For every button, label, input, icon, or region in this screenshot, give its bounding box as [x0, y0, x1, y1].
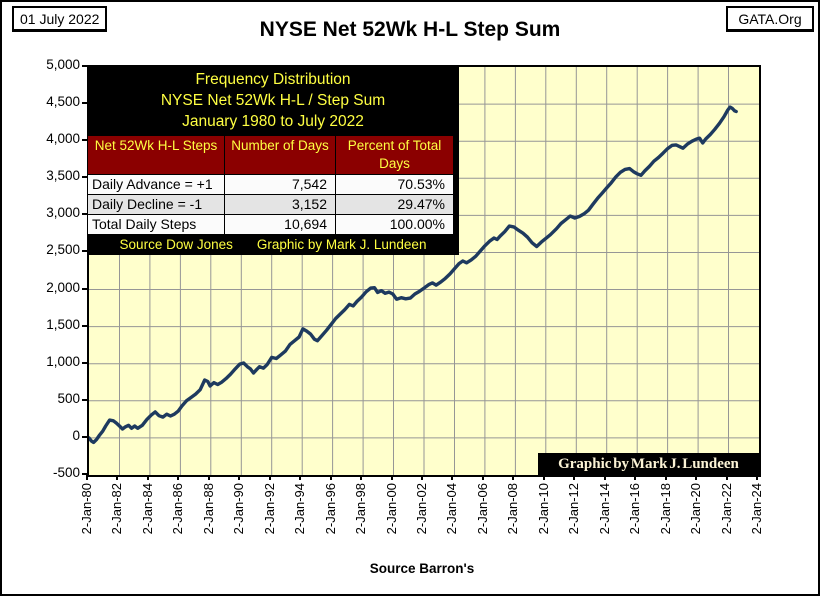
x-tick-label: 2-Jan-84: [139, 483, 155, 535]
y-tick-mark: [82, 65, 88, 67]
x-tick-label: 2-Jan-02: [414, 483, 429, 535]
panel-footer: Source Dow Jones Graphic by Mark J. Lund…: [87, 235, 459, 255]
x-tick-mark: [481, 475, 484, 480]
x-tick-mark: [695, 475, 698, 480]
x-tick-mark: [573, 475, 576, 480]
panel-footer-credit: Graphic by Mark J. Lundeen: [256, 237, 427, 252]
x-tick-mark: [86, 475, 88, 480]
y-tick-mark: [82, 213, 88, 216]
x-tick-label: 2-Jan-86: [170, 483, 186, 535]
column-header-steps: Net 52Wk H-L Steps: [88, 135, 225, 175]
panel-title-line-1: Frequency Distribution: [195, 71, 351, 88]
x-tick-label: 2-Jan-00: [383, 483, 399, 535]
watermark-graphic-credit: Graphic by Mark J. Lundeen: [538, 453, 759, 475]
column-header-percent: Percent of Total Days: [336, 135, 454, 175]
panel-title-line-2: NYSE Net 52Wk H-L / Step Sum: [160, 92, 386, 109]
y-tick-mark: [82, 361, 88, 364]
y-tick-mark: [82, 139, 88, 142]
x-tick-label: 2-Jan-22: [718, 483, 734, 535]
x-tick-label: 2-Jan-94: [292, 483, 308, 535]
x-tick-mark: [390, 475, 393, 480]
x-tick-mark: [512, 475, 515, 480]
y-tick-label: 0: [72, 427, 80, 443]
page-title: NYSE Net 52Wk H-L Step Sum: [259, 18, 561, 41]
y-tick-label: 3,000: [46, 205, 80, 221]
x-tick-label: 2-Jan-08: [505, 483, 521, 535]
x-tick-label: 2-Jan-12: [566, 483, 582, 535]
y-tick-label: -500: [52, 465, 80, 480]
table-row-total-percent: 100.00%: [336, 215, 454, 235]
x-tick-label: 2-Jan-92: [261, 483, 277, 535]
x-tick-mark: [329, 475, 332, 480]
y-tick-mark: [82, 176, 88, 179]
panel-footer-source: Source Dow Jones: [119, 237, 233, 252]
x-tick-mark: [603, 475, 606, 480]
y-tick-mark: [82, 287, 88, 290]
x-tick-mark: [146, 475, 149, 480]
date-box: 01 July 2022: [12, 6, 108, 32]
y-tick-mark: [82, 102, 88, 105]
x-tick-label: 2-Jan-18: [657, 483, 673, 535]
x-tick-label: 2-Jan-16: [627, 483, 643, 535]
x-tick-label: 2-Jan-20: [688, 483, 704, 535]
column-header-days: Number of Days: [225, 135, 336, 175]
source-label: Source Barron's: [369, 561, 475, 576]
y-tick-label: 2,000: [46, 279, 80, 295]
y-tick-label: 2,500: [46, 242, 80, 258]
x-tick-label: 2-Jan-96: [322, 483, 338, 535]
x-tick-label: 2-Jan-80: [79, 483, 94, 535]
table-row-decline-percent: 29.47%: [336, 195, 454, 215]
x-tick-mark: [542, 475, 545, 480]
gata-org-box: GATA.Org: [726, 6, 814, 32]
frequency-table: Net 52Wk H-L Steps Number of Days Percen…: [87, 135, 459, 235]
x-tick-label: 2-Jan-90: [231, 483, 247, 535]
x-tick-mark: [299, 475, 302, 480]
frequency-distribution-panel: Frequency Distribution NYSE Net 52Wk H-L…: [87, 65, 459, 255]
x-tick-mark: [268, 475, 271, 480]
y-tick-mark: [82, 398, 88, 401]
x-tick-mark: [756, 475, 758, 480]
y-tick-label: 1,500: [46, 316, 80, 332]
x-tick-mark: [664, 475, 667, 480]
y-tick-mark: [82, 473, 88, 475]
table-row-total-days: 10,694: [225, 215, 336, 235]
y-tick-label: 1,000: [46, 353, 80, 369]
panel-title-line-3: January 1980 to July 2022: [182, 113, 364, 130]
y-tick-label: 4,500: [46, 94, 80, 110]
x-tick-label: 2-Jan-88: [200, 483, 216, 535]
x-tick-mark: [207, 475, 210, 480]
table-row-decline-days: 3,152: [225, 195, 336, 215]
x-tick-label: 2-Jan-04: [444, 483, 460, 535]
x-tick-mark: [451, 475, 454, 480]
x-tick-label: 2-Jan-82: [109, 483, 125, 535]
x-tick-label: 2-Jan-10: [535, 483, 551, 535]
y-tick-label: 500: [57, 390, 80, 406]
x-tick-label: 2-Jan-14: [596, 483, 612, 535]
x-tick-mark: [238, 475, 241, 480]
x-tick-mark: [634, 475, 637, 480]
y-tick-mark: [82, 435, 88, 438]
y-tick-label: 3,500: [46, 168, 80, 184]
x-tick-mark: [177, 475, 180, 480]
table-row-advance-label: Daily Advance = +1: [88, 175, 225, 195]
table-row-decline-label: Daily Decline = -1: [88, 195, 225, 215]
y-tick-mark: [82, 250, 88, 253]
x-tick-label: 2-Jan-98: [353, 483, 369, 535]
y-tick-mark: [82, 324, 88, 327]
x-tick-mark: [421, 475, 423, 480]
x-tick-label: 2-Jan-06: [474, 483, 490, 535]
x-tick-mark: [725, 475, 728, 480]
panel-title: Frequency Distribution NYSE Net 52Wk H-L…: [87, 65, 459, 135]
table-row-total-label: Total Daily Steps: [88, 215, 225, 235]
x-tick-mark: [360, 475, 363, 480]
table-row-advance-days: 7,542: [225, 175, 336, 195]
y-tick-label: 4,000: [46, 131, 80, 147]
x-tick-mark: [116, 475, 119, 480]
x-tick-label: 2-Jan-24: [749, 483, 764, 535]
table-row-advance-percent: 70.53%: [336, 175, 454, 195]
y-tick-label: 5,000: [46, 57, 80, 72]
